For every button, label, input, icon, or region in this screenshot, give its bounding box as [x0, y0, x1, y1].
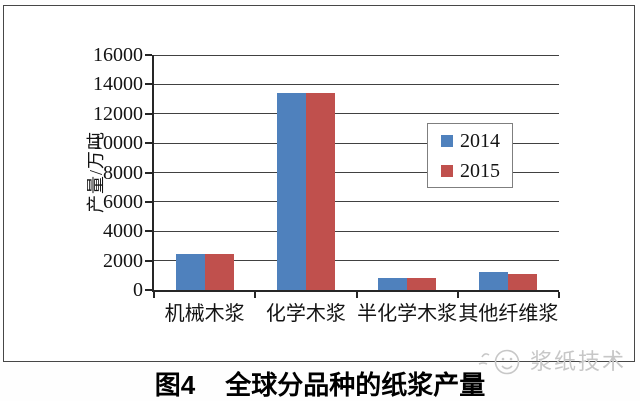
watermark-text: 浆纸技术 [530, 349, 627, 374]
y-tick-label-8000: 8000 [103, 161, 143, 184]
gridline-8000 [154, 172, 559, 173]
y-tick-8000 [145, 171, 152, 174]
gridline-4000 [154, 230, 559, 232]
y-tick-10000 [145, 142, 152, 145]
y-tick-6000 [145, 200, 152, 203]
x-tick-2 [355, 292, 358, 298]
x-tick-0 [153, 292, 155, 298]
bar-2014-cat1 [276, 93, 306, 290]
y-tick-label-14000: 14000 [93, 73, 143, 96]
bar-2015-cat2 [407, 278, 437, 290]
watermark: 浆纸技术 [476, 344, 626, 380]
bar-2014-cat0 [175, 254, 205, 290]
y-tick-label-12000: 12000 [93, 102, 143, 125]
x-axis-label-2: 半化学木浆 [357, 303, 458, 325]
gridline-6000 [154, 201, 559, 203]
x-tick-4 [558, 292, 560, 298]
legend-swatch-2014 [441, 134, 453, 147]
y-tick-label-6000: 6000 [103, 190, 143, 213]
gridline-2000 [154, 260, 559, 262]
legend-swatch-2015 [441, 164, 453, 177]
gridline-16000 [154, 54, 559, 56]
figure-title: 全球分品种的纸浆产量 [225, 370, 486, 400]
gridline-12000 [154, 113, 559, 115]
x-axis-label-1: 化学木浆 [265, 303, 346, 325]
legend-item-2015: 2015 [441, 161, 512, 181]
legend-label-2015: 2015 [460, 159, 500, 182]
y-tick-label-16000: 16000 [93, 44, 143, 66]
bar-2014-cat3 [479, 271, 509, 290]
y-tick-0 [145, 289, 152, 291]
y-tick-label-10000: 10000 [93, 132, 143, 155]
y-tick-label-2000: 2000 [103, 249, 143, 272]
x-tick-1 [254, 292, 257, 298]
x-tick-3 [456, 292, 459, 298]
y-tick-12000 [145, 112, 152, 115]
figure-caption: 图4 全球分品种的纸浆产量 [0, 365, 640, 402]
plot-area [152, 54, 559, 292]
gridline-14000 [154, 83, 559, 85]
bar-2015-cat0 [204, 254, 234, 290]
doodle-face-icon [478, 349, 520, 375]
y-tick-2000 [145, 259, 152, 262]
bar-2015-cat1 [305, 93, 335, 290]
figure-label: 图4 [154, 370, 196, 400]
y-tick-label-4000: 4000 [103, 220, 143, 243]
legend-label-2014: 2014 [460, 129, 500, 152]
x-axis-label-3: 其他纤维浆 [458, 303, 559, 325]
y-tick-4000 [145, 230, 152, 233]
legend-item-2014: 2014 [441, 131, 512, 151]
y-tick-16000 [145, 54, 152, 56]
legend: 2014 2015 [427, 123, 513, 188]
y-tick-label-0: 0 [133, 279, 143, 301]
gridline-10000 [154, 142, 559, 144]
x-axis-label-0: 机械木浆 [164, 303, 245, 325]
bar-2014-cat2 [378, 278, 408, 290]
bar-2015-cat3 [508, 273, 538, 290]
y-tick-14000 [145, 83, 152, 86]
